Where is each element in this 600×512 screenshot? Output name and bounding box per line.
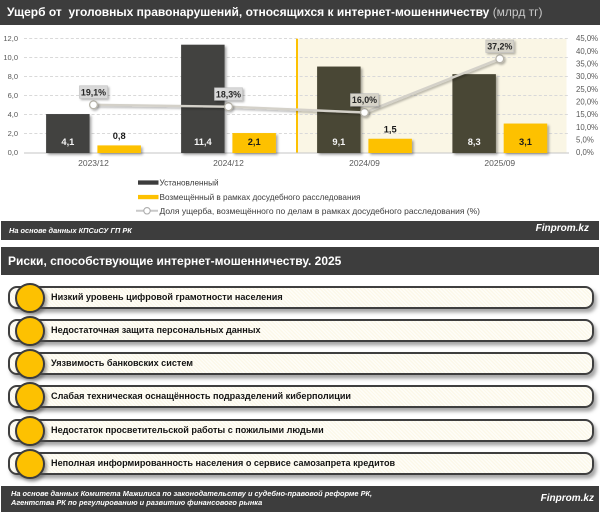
svg-text:25,0%: 25,0% <box>576 85 598 94</box>
svg-text:Установленный: Установленный <box>160 179 219 188</box>
svg-text:18,3%: 18,3% <box>216 89 241 99</box>
svg-text:40,0%: 40,0% <box>576 47 598 56</box>
svg-text:35,0%: 35,0% <box>576 60 598 69</box>
svg-text:2024/09: 2024/09 <box>349 158 380 168</box>
svg-text:2,0: 2,0 <box>8 129 18 138</box>
svg-text:8,0: 8,0 <box>8 72 18 81</box>
svg-text:10,0%: 10,0% <box>576 123 598 132</box>
svg-text:15,0%: 15,0% <box>576 110 598 119</box>
svg-text:10,0: 10,0 <box>3 53 18 62</box>
svg-text:30,0%: 30,0% <box>576 72 598 81</box>
svg-text:9,1: 9,1 <box>332 137 345 147</box>
svg-text:37,2%: 37,2% <box>487 42 512 52</box>
svg-text:2024/12: 2024/12 <box>213 158 244 168</box>
svg-text:0,8: 0,8 <box>113 131 126 141</box>
svg-text:Возмещённый в рамках досудебно: Возмещённый в рамках досудебного расслед… <box>160 193 361 202</box>
svg-text:2023/12: 2023/12 <box>78 158 109 168</box>
svg-text:2,1: 2,1 <box>248 137 261 147</box>
svg-text:4,0: 4,0 <box>8 110 18 119</box>
svg-text:8,3: 8,3 <box>468 137 481 147</box>
svg-text:45,0%: 45,0% <box>576 34 598 43</box>
svg-text:20,0%: 20,0% <box>576 98 598 107</box>
svg-text:3,1: 3,1 <box>519 137 532 147</box>
svg-text:16,0%: 16,0% <box>352 95 377 105</box>
svg-text:4,1: 4,1 <box>61 137 74 147</box>
svg-text:12,0: 12,0 <box>3 34 18 43</box>
svg-text:Доля ущерба, возмещённого по д: Доля ущерба, возмещённого по делам в рам… <box>160 206 481 216</box>
svg-text:19,1%: 19,1% <box>81 87 106 97</box>
svg-text:0,0%: 0,0% <box>576 148 594 157</box>
svg-text:5,0%: 5,0% <box>576 136 594 145</box>
svg-text:1,5: 1,5 <box>384 124 397 134</box>
svg-text:6,0: 6,0 <box>8 91 18 100</box>
svg-text:2025/09: 2025/09 <box>484 158 515 168</box>
svg-text:11,4: 11,4 <box>194 137 212 147</box>
svg-text:0,0: 0,0 <box>8 148 18 157</box>
